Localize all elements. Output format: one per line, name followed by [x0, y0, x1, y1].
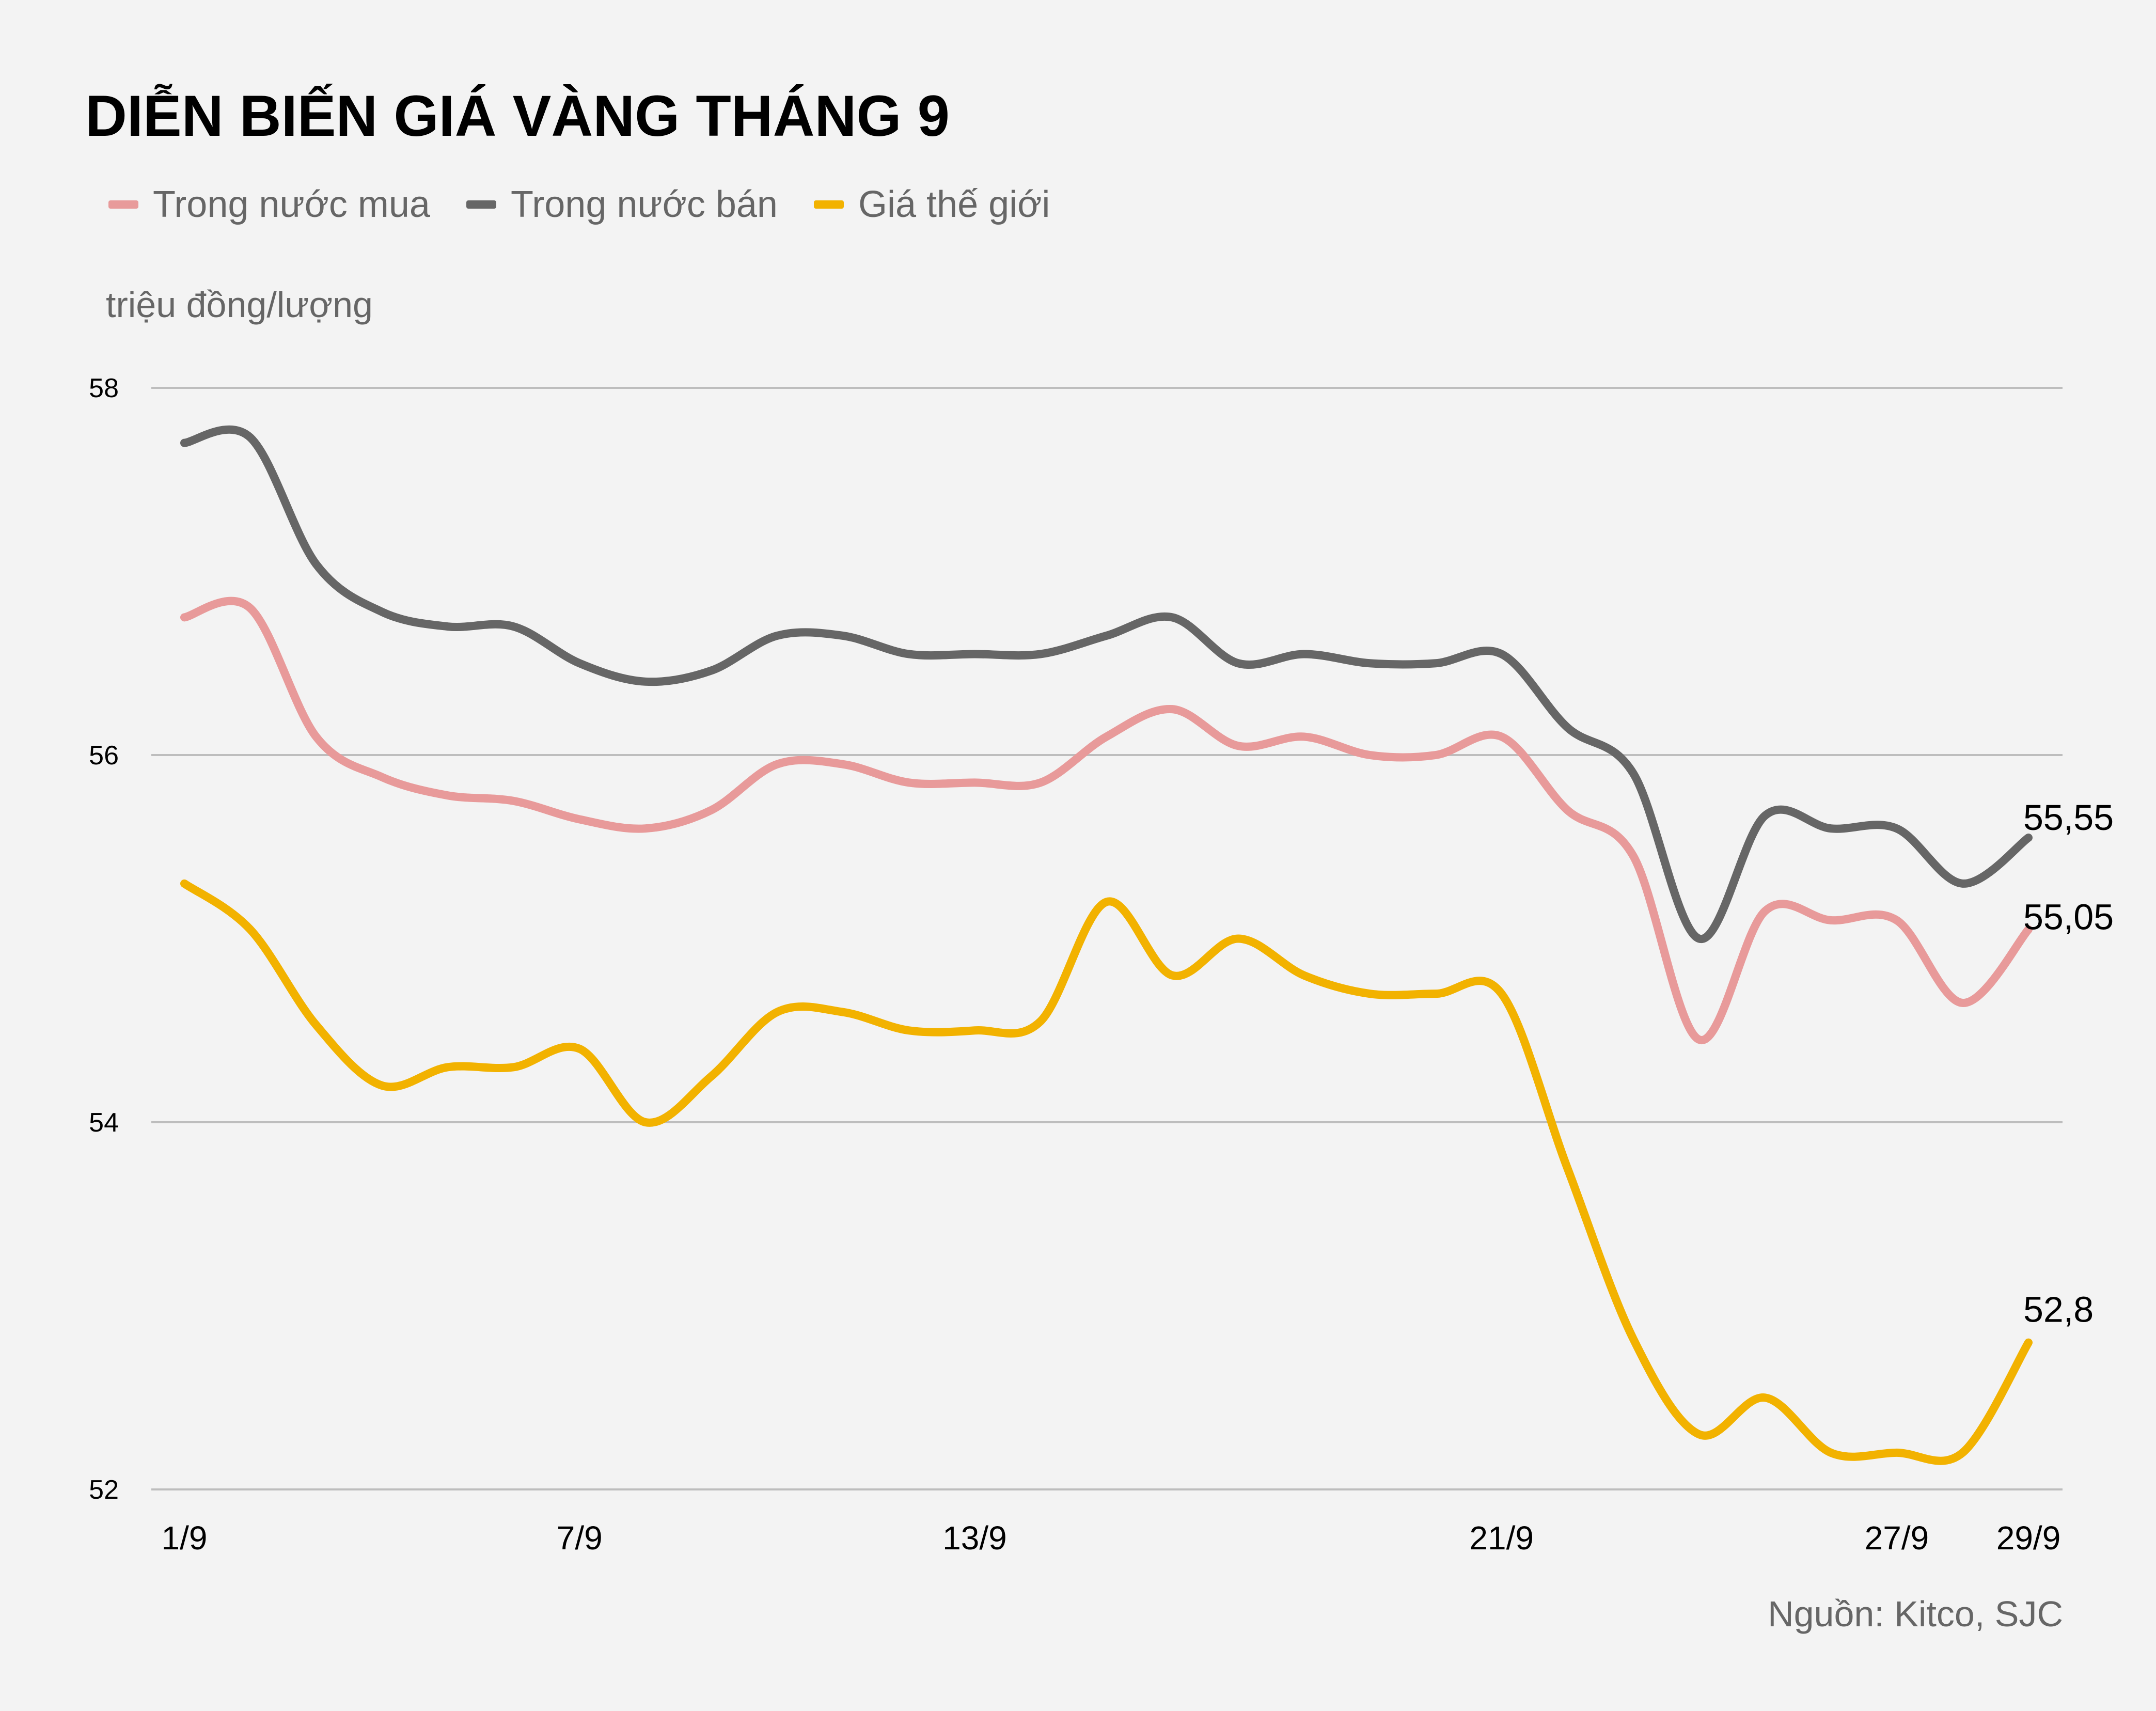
- x-tick-label: 29/9: [1996, 1519, 2061, 1557]
- x-tick-label: 27/9: [1865, 1519, 1929, 1557]
- legend-item: Giá thế giới: [813, 183, 1050, 226]
- series-line: [180, 879, 2033, 1465]
- series-line: [180, 425, 2033, 943]
- end-value-label: 55,05: [2023, 897, 2114, 937]
- legend-label: Trong nước bán: [510, 184, 778, 225]
- legend-swatch: [108, 200, 138, 209]
- legend-label: Trong nước mua: [153, 184, 430, 225]
- y-tick-label: 54: [89, 1108, 119, 1138]
- legend-swatch: [466, 200, 496, 209]
- chart-title: DIỄN BIẾN GIÁ VÀNG THÁNG 9: [85, 84, 950, 148]
- source-note: Nguồn: Kitco, SJC: [1768, 1594, 2063, 1634]
- x-tick-label: 1/9: [162, 1519, 208, 1557]
- y-tick-label: 58: [89, 373, 119, 403]
- series-line: [180, 597, 2033, 1044]
- x-tick-label: 13/9: [942, 1519, 1007, 1557]
- x-tick-label: 21/9: [1469, 1519, 1534, 1557]
- legend-swatch: [813, 200, 844, 209]
- y-axis-label: triệu đồng/lượng: [106, 285, 373, 325]
- end-value-label: 55,55: [2023, 797, 2114, 838]
- legend-item: Trong nước bán: [466, 183, 778, 226]
- y-tick-label: 52: [89, 1475, 119, 1505]
- legend-item: Trong nước mua: [108, 183, 430, 226]
- x-tick-label: 7/9: [557, 1519, 603, 1557]
- end-value-label: 52,8: [2023, 1290, 2094, 1330]
- y-tick-label: 56: [89, 741, 119, 771]
- legend-label: Giá thế giới: [858, 184, 1050, 225]
- legend: Trong nước mua Trong nước bán Giá thế giới: [108, 183, 1050, 226]
